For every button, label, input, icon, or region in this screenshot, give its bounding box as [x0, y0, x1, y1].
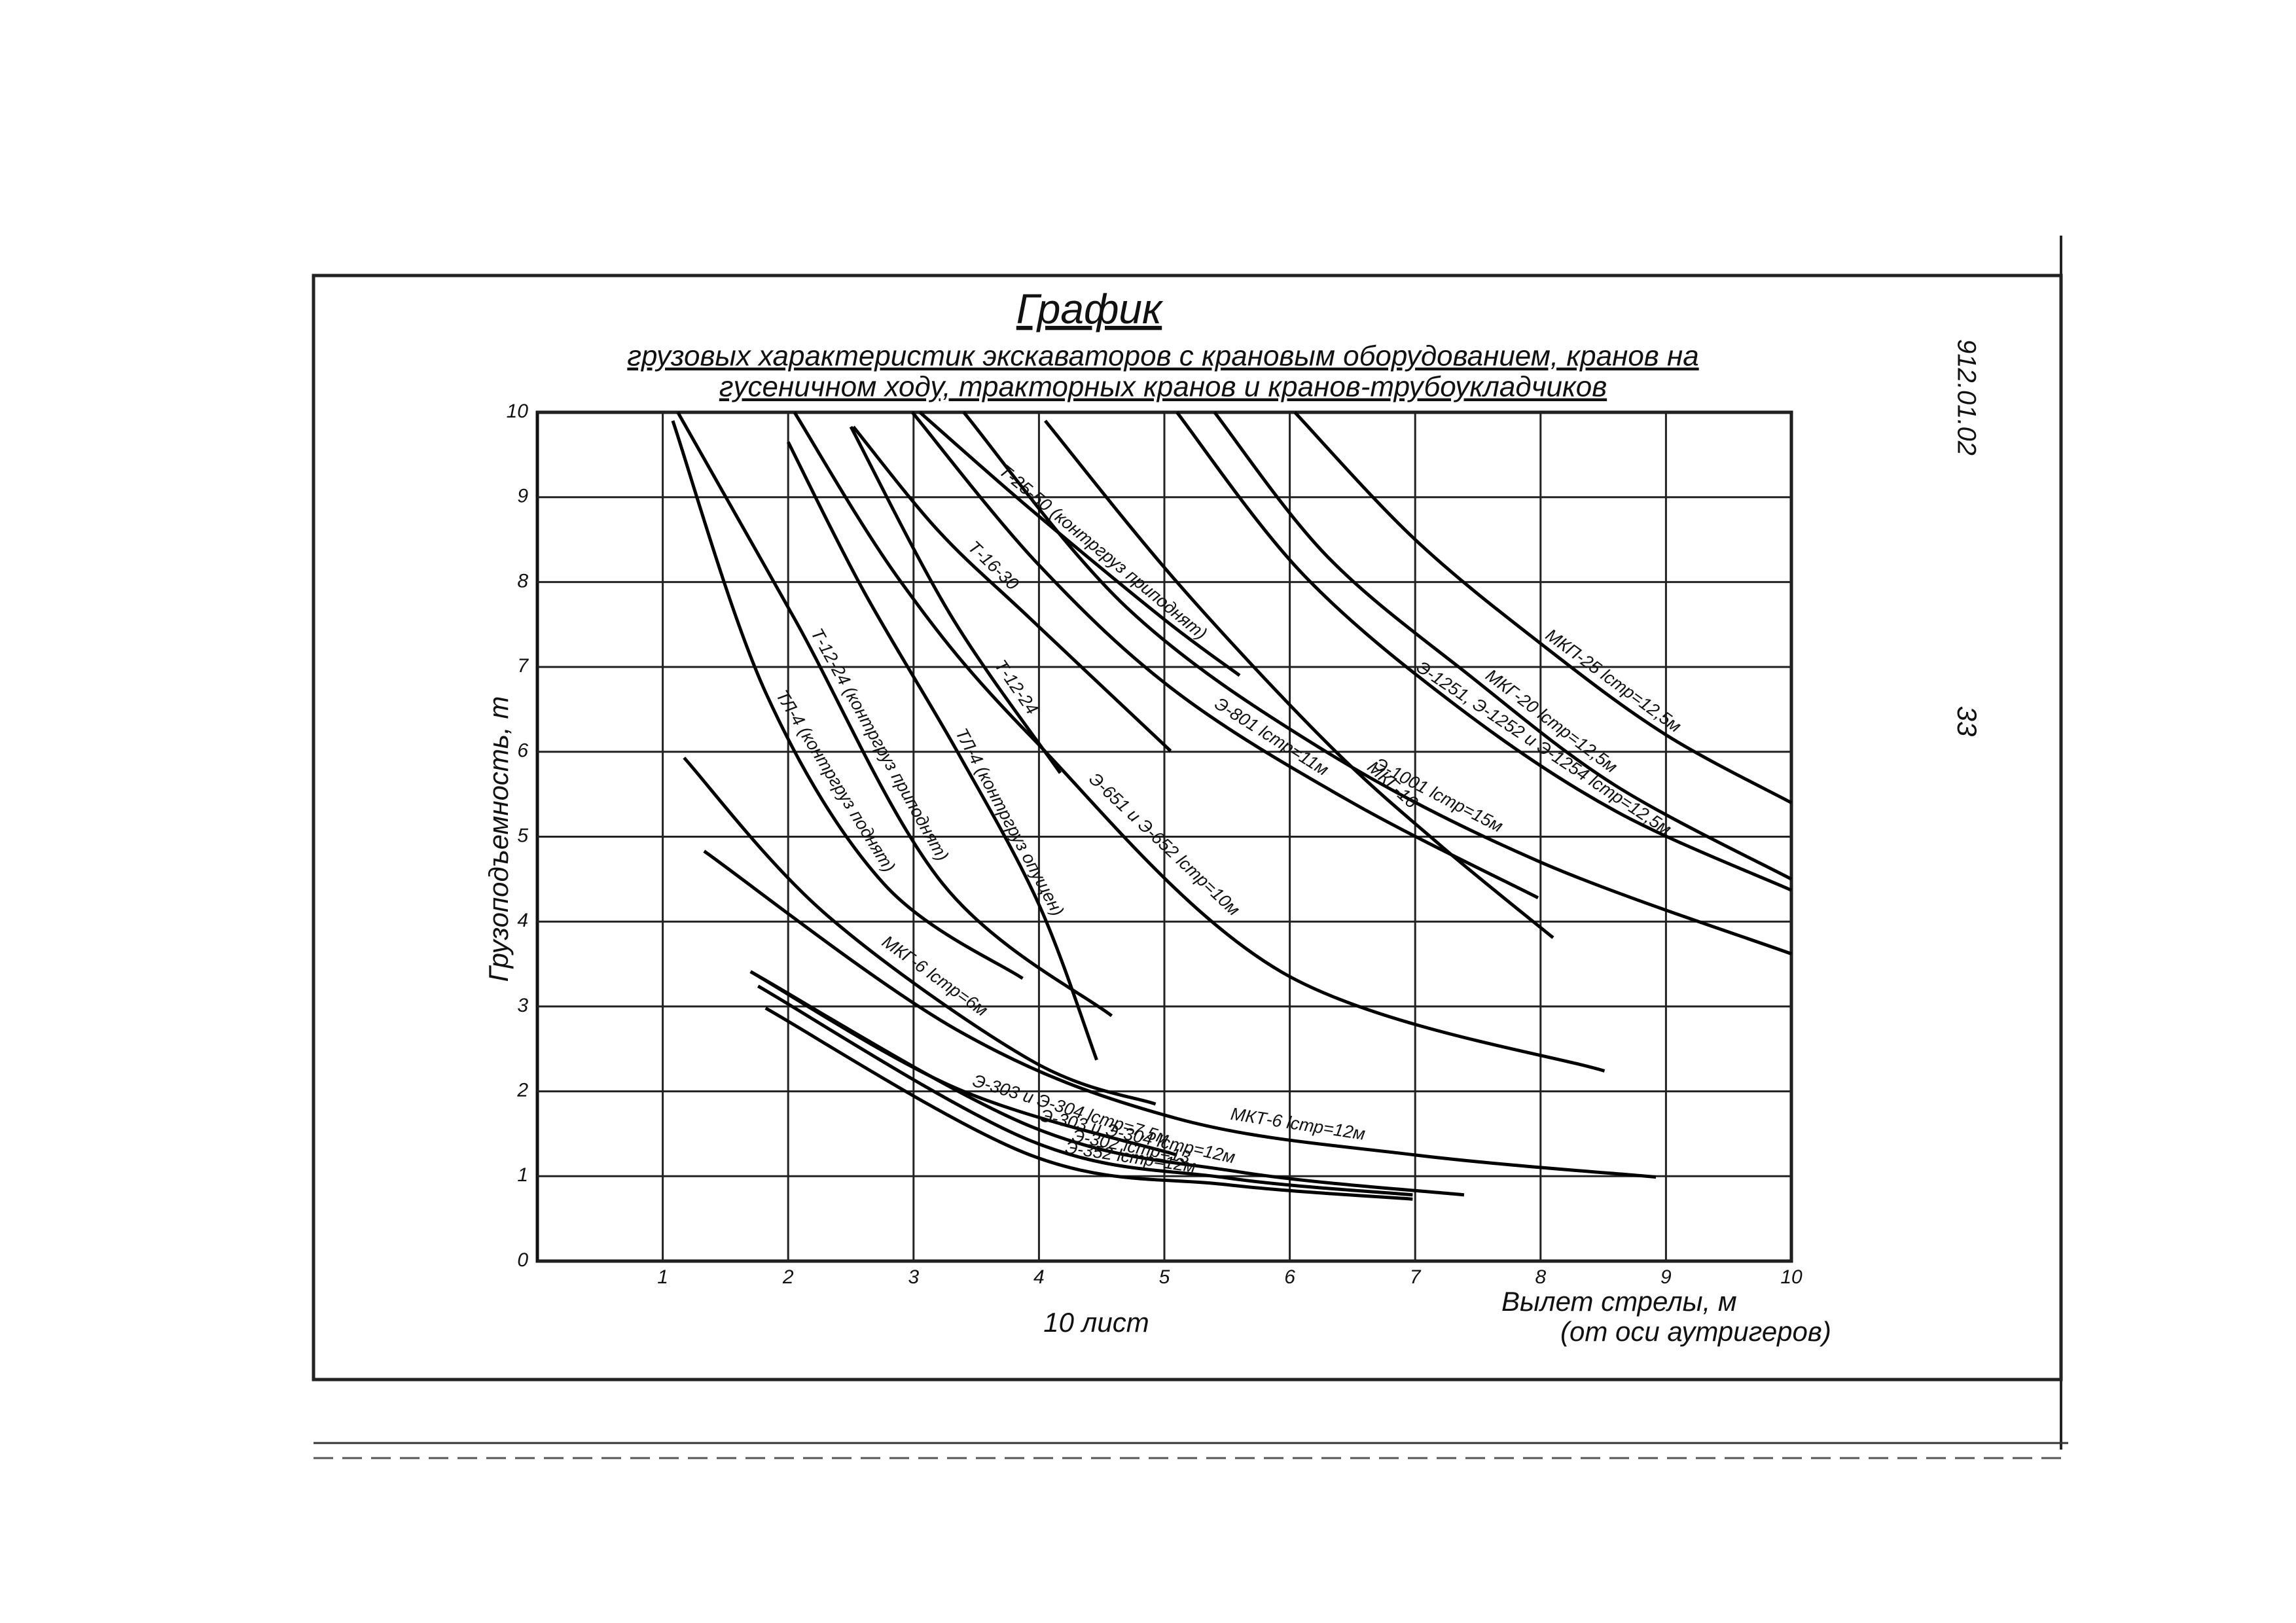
x-tick-label: 6 [1284, 1266, 1295, 1288]
curve [703, 849, 1657, 1179]
curve [910, 411, 1539, 900]
curve [793, 411, 1605, 1073]
x-axis-label: (от оси аутригеров) [1560, 1316, 1831, 1347]
curve-label: МКТ-6 lстр=12м [1229, 1104, 1367, 1144]
curve-label: Э-801 lстр=11м [1211, 694, 1333, 779]
x-tick-label: 5 [1159, 1266, 1170, 1288]
chart-subtitle: гусеничном ходу, тракторных кранов и кра… [719, 371, 1607, 403]
x-tick-label: 2 [782, 1266, 794, 1288]
y-tick-label: 2 [516, 1080, 528, 1101]
curve [764, 1007, 1413, 1201]
curve-label: Т-12-24 (контргруз приподнят) [807, 625, 952, 865]
x-tick-label: 3 [908, 1266, 919, 1288]
y-tick-label: 1 [517, 1164, 528, 1186]
curve [1044, 419, 1554, 939]
x-tick-label: 7 [1410, 1266, 1422, 1288]
curve [1293, 411, 1793, 804]
y-tick-label: 0 [517, 1249, 528, 1271]
curve [1213, 411, 1793, 881]
sheet-note: 10 лист [1043, 1307, 1149, 1338]
curve [852, 425, 1172, 753]
y-tick-label: 4 [517, 910, 528, 931]
y-axis-label: Грузоподъемность, т [483, 696, 514, 982]
x-tick-label: 4 [1033, 1266, 1045, 1288]
y-tick-label: 8 [517, 570, 528, 592]
curve [1175, 411, 1793, 892]
y-tick-label: 5 [517, 825, 528, 846]
curve [749, 970, 1465, 1197]
y-tick-label: 7 [517, 655, 529, 677]
y-tick-label: 9 [517, 486, 528, 507]
y-tick-label: 6 [517, 740, 528, 762]
curve-label: ТЛ-4 (контргруз опущен) [952, 725, 1067, 919]
curve [786, 441, 1098, 1061]
curve [671, 420, 1024, 980]
curve [683, 757, 1157, 1106]
chart-subtitle: грузовых характеристик экскаваторов с кр… [627, 340, 1698, 372]
y-tick-label: 3 [517, 995, 528, 1016]
curve [849, 425, 1062, 774]
frame [312, 274, 2063, 1382]
curve [757, 984, 1413, 1197]
x-tick-label: 8 [1535, 1266, 1546, 1288]
x-tick-label: 9 [1660, 1266, 1672, 1288]
x-axis-label: Вылет стрелы, м [1501, 1286, 1737, 1317]
chart-title: График [1016, 285, 1164, 332]
curve [918, 411, 1241, 677]
curve [962, 411, 1792, 955]
curve [676, 411, 1113, 1018]
x-tick-label: 1 [657, 1266, 668, 1288]
x-tick-label: 10 [1780, 1266, 1803, 1288]
page-number: 33 [1952, 706, 1982, 737]
document-code: 912.01.02 [1952, 339, 1981, 455]
y-tick-label: 10 [507, 401, 529, 422]
